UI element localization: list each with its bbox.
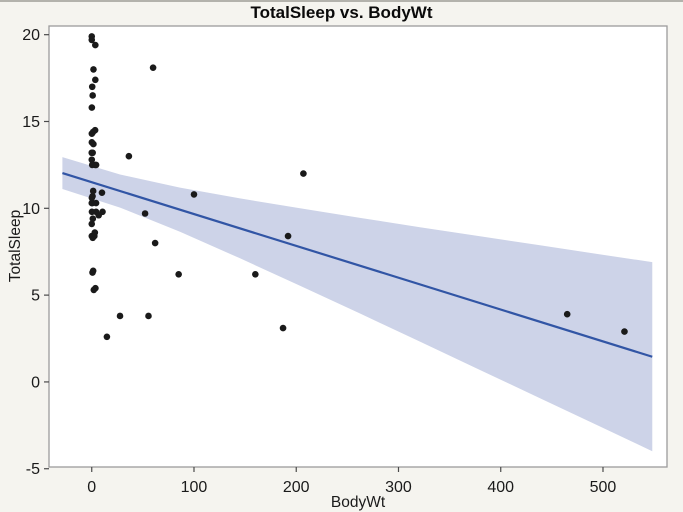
data-point — [279, 324, 287, 332]
x-tick-label: 300 — [385, 479, 412, 496]
data-point — [92, 76, 99, 84]
data-point — [88, 33, 96, 40]
y-tick-label: 5 — [31, 288, 40, 305]
data-point — [89, 92, 96, 99]
data-point — [89, 215, 97, 223]
data-point — [190, 191, 198, 198]
fit-line — [62, 172, 653, 358]
data-point — [175, 270, 182, 278]
data-point — [89, 128, 97, 136]
data-point — [89, 187, 97, 195]
data-point — [88, 220, 96, 228]
data-point — [90, 140, 97, 148]
data-point — [92, 161, 100, 169]
data-point — [89, 149, 96, 157]
confidence-band — [62, 157, 653, 452]
data-point — [95, 211, 102, 219]
top-border — [0, 0, 683, 2]
data-point — [92, 41, 99, 49]
x-tick-label: 200 — [283, 479, 310, 496]
data-point — [284, 232, 292, 240]
data-point — [621, 328, 628, 335]
y-tick-label: 15 — [22, 114, 40, 131]
data-point — [145, 312, 152, 320]
data-point — [103, 333, 111, 341]
x-tick-label: 100 — [181, 479, 208, 496]
data-point — [141, 210, 149, 217]
data-point — [88, 156, 96, 163]
data-point — [125, 152, 133, 160]
data-point — [149, 64, 157, 71]
y-tick-label: -5 — [26, 461, 40, 478]
y-tick-label: 0 — [31, 374, 40, 391]
data-point — [88, 83, 96, 91]
x-tick-label: 500 — [590, 479, 617, 496]
y-tick-label: 20 — [22, 27, 40, 44]
plot-border — [48, 25, 668, 468]
data-point — [98, 189, 106, 196]
data-point — [116, 312, 124, 320]
data-point — [89, 269, 96, 276]
x-tick-label: 400 — [487, 479, 514, 496]
data-point — [88, 104, 96, 111]
y-axis-title: TotalSleep — [7, 209, 24, 283]
data-point — [88, 194, 96, 202]
y-tick-label: 10 — [22, 201, 40, 218]
data-point — [300, 170, 307, 177]
data-point — [90, 232, 98, 240]
data-point — [90, 286, 98, 294]
data-point — [92, 199, 100, 207]
x-tick-label: 0 — [87, 479, 96, 496]
data-point — [252, 270, 259, 278]
data-point — [90, 66, 97, 73]
chart-title: TotalSleep vs. BodyWt — [250, 3, 433, 22]
data-point — [563, 310, 571, 318]
data-point — [151, 239, 159, 247]
x-axis-title: BodyWt — [330, 494, 386, 511]
